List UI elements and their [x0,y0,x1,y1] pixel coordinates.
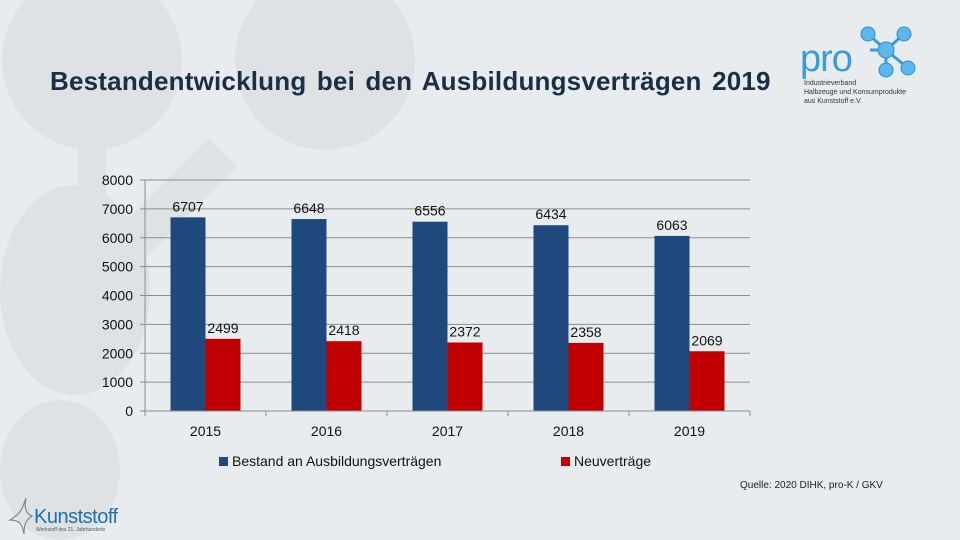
prok-subtitle-line: Industrieverband [804,80,857,87]
data-label: 2418 [328,322,359,338]
data-label: 2069 [691,332,722,348]
star-icon [7,497,34,535]
x-tick-label: 2016 [311,423,342,439]
source-note: Quelle: 2020 DIHK, pro-K / GKV [740,480,883,491]
x-tick-label: 2018 [553,423,584,439]
data-label: 6063 [656,217,687,233]
bar-bestand [654,235,690,411]
prok-subtitle-line: aus Kunststoff e.V. [804,98,862,105]
legend-item-neuvertraege: Neuverträge [561,453,651,469]
y-tick-label: 5000 [102,259,133,275]
page-title: Bestandentwicklung bei den Ausbildungsve… [50,66,771,96]
y-tick-label: 2000 [102,345,133,361]
bar-neuvertraege [326,341,362,411]
prok-subtitle-line: Halbzeuge und Konsumprodukte [804,89,906,96]
background-circle [235,0,415,150]
legend-item-bestand: Bestand an Ausbildungsverträgen [219,453,441,469]
molecule-icon [860,26,916,78]
background-connector [78,140,106,200]
data-label: 2372 [449,324,480,340]
prok-logo: pro Industrieverband Halbzeuge und Konsu… [798,24,938,114]
legend-swatch-neuvertraege [561,456,570,466]
y-tick-label: 0 [125,403,133,419]
data-label: 6434 [535,206,566,222]
legend-label-bestand: Bestand an Ausbildungsverträgen [232,453,442,469]
x-tick-label: 2015 [190,423,221,439]
bar-neuvertraege [205,338,241,411]
x-tick-label: 2017 [432,423,463,439]
y-tick-label: 4000 [102,288,133,304]
legend-swatch-bestand [219,456,228,466]
bar-bestand [533,225,569,411]
bar-neuvertraege [447,342,483,411]
bar-neuvertraege [568,342,604,411]
background-circle [0,400,120,540]
kunststoff-tagline: Werkstoff des 21. Jahrhunderts [36,527,106,533]
y-tick-label: 7000 [102,201,133,217]
prok-wordmark: pro [800,38,853,80]
x-tick-label: 2019 [674,423,705,439]
y-tick-label: 3000 [102,316,133,332]
y-tick-label: 1000 [102,374,133,390]
data-label: 6648 [293,200,324,216]
bar-bestand [170,217,206,411]
kunststoff-logo: Kunststoff Werkstoff des 21. Jahrhundert… [6,496,146,536]
bar-bestand [291,219,327,411]
data-label: 6556 [414,203,445,219]
y-tick-label: 6000 [102,230,133,246]
data-label: 6707 [172,198,203,214]
background-circle [2,0,182,150]
kunststoff-wordmark: Kunststoff [34,506,118,528]
prok-subtitle: Industrieverband Halbzeuge und Konsumpro… [804,79,906,106]
bar-bestand [412,221,448,411]
y-tick-label: 8000 [102,172,133,188]
data-label: 2499 [207,320,238,336]
legend-label-neuvertraege: Neuverträge [574,453,652,469]
bar-neuvertraege [689,351,725,411]
data-label: 2358 [570,324,601,340]
